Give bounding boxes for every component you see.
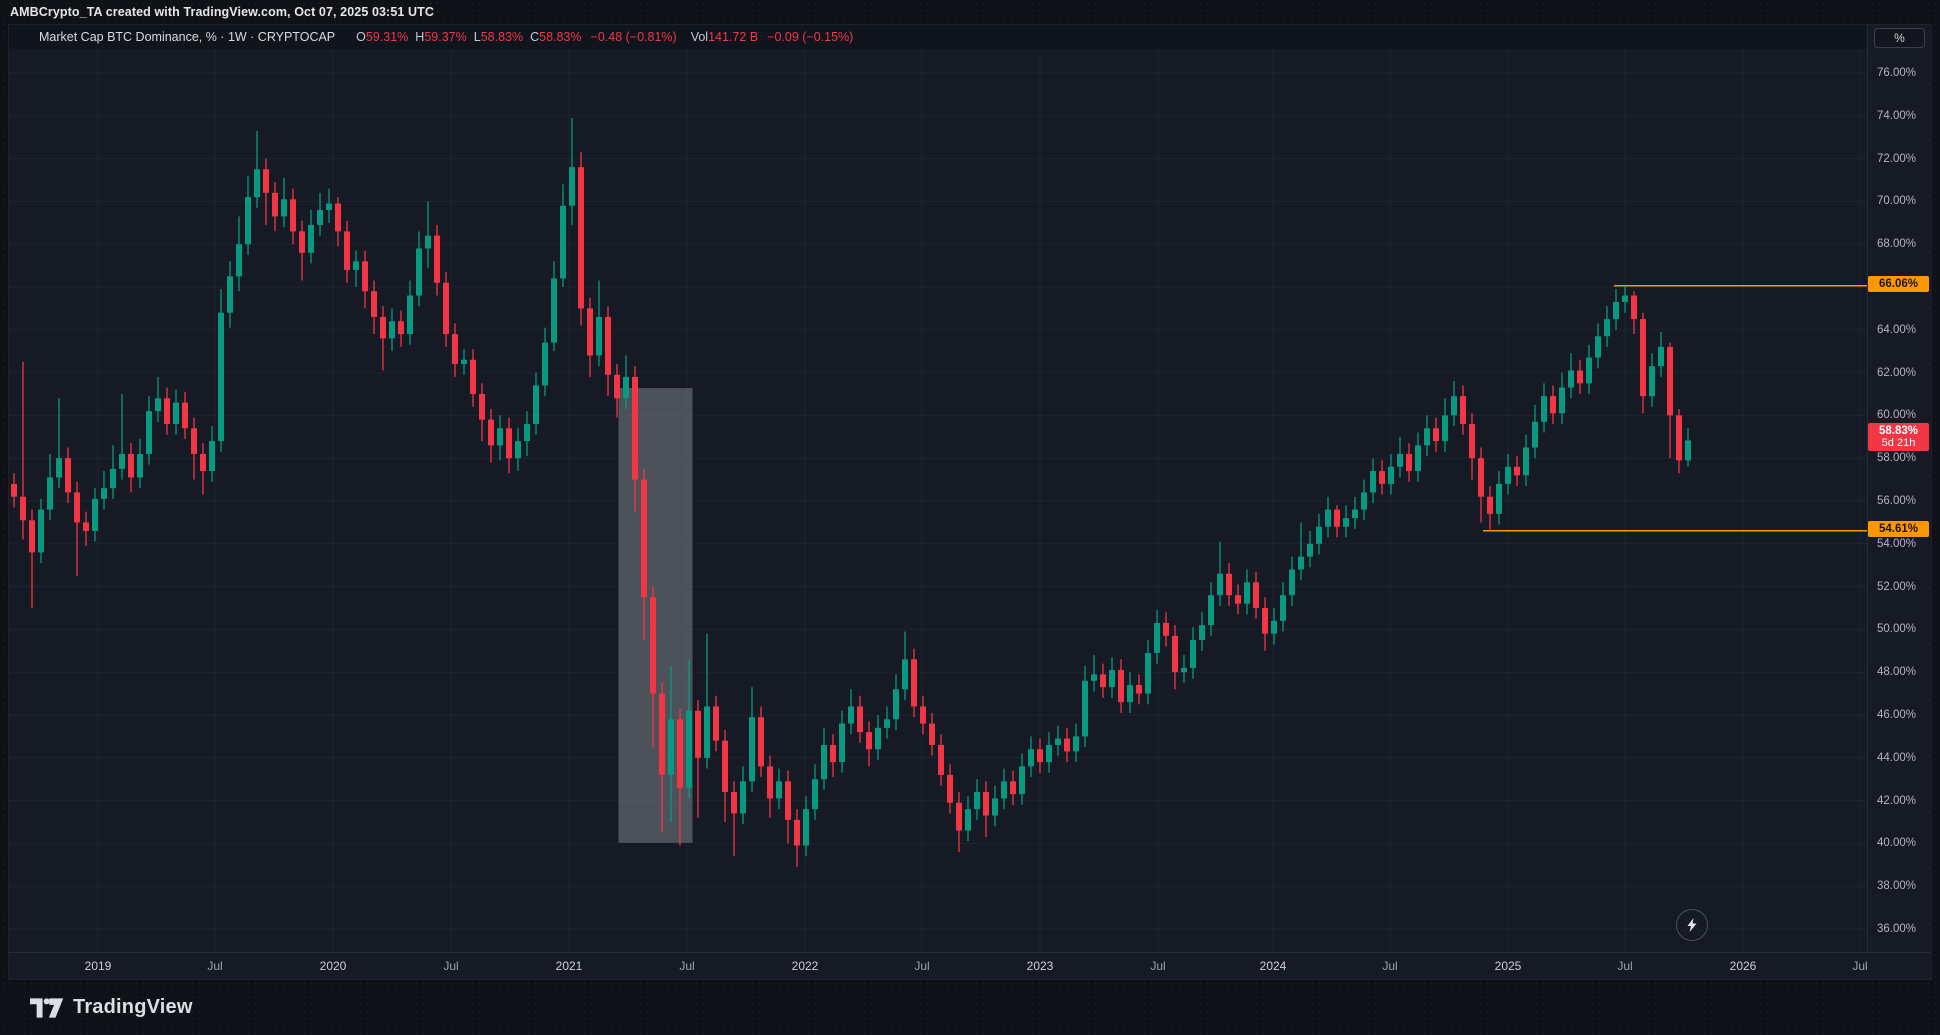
time-tick-Jul: Jul — [443, 959, 459, 973]
price-tick: 42.00% — [1877, 794, 1917, 807]
lightning-icon — [1687, 918, 1697, 932]
chart-pane[interactable]: Market Cap BTC Dominance, % · 1W · CRYPT… — [9, 25, 1867, 952]
price-tick: 72.00% — [1877, 152, 1917, 165]
time-tick-2023: 2023 — [1026, 959, 1054, 973]
high-label: H — [415, 30, 425, 44]
last-price-label: 58.83% 5d 21h — [1868, 423, 1929, 452]
time-tick-Jul: Jul — [679, 959, 695, 973]
price-tick: 36.00% — [1877, 923, 1917, 935]
low-value: 58.83% — [480, 30, 524, 44]
legend: Market Cap BTC Dominance, % · 1W · CRYPT… — [9, 25, 1867, 50]
price-tick: 54.00% — [1877, 537, 1917, 550]
price-scale[interactable]: % 76.00%74.00%72.00%70.00%68.00%66.00%64… — [1867, 25, 1931, 952]
time-tick-2026: 2026 — [1729, 959, 1757, 973]
time-tick-2025: 2025 — [1494, 959, 1522, 973]
price-tick: 68.00% — [1877, 238, 1917, 251]
price-tick: 50.00% — [1877, 623, 1917, 636]
price-tick: 76.00% — [1877, 67, 1917, 79]
chart-widget: Market Cap BTC Dominance, % · 1W · CRYPT… — [8, 24, 1932, 980]
time-scale[interactable]: 2019 Jul 2020 Jul 2021 Jul 2022 Jul 2023 Jul 2024 J… — [9, 952, 1931, 979]
price-tick: 52.00% — [1877, 580, 1917, 593]
time-tick-2022: 2022 — [791, 959, 819, 973]
price-tick: 62.00% — [1877, 366, 1917, 379]
volume-label: Vol — [690, 30, 709, 44]
time-tick-Jul: Jul — [1617, 959, 1633, 973]
level-price-label: 66.06% — [1868, 276, 1929, 293]
time-tick-Jul: Jul — [1150, 959, 1166, 973]
change-value: −0.48 (−0.81%) — [590, 30, 677, 44]
top-attribution-bar: AMBCrypto_TA created with TradingView.co… — [0, 0, 1940, 24]
close-label: C — [530, 30, 540, 44]
time-tick-2019: 2019 — [84, 959, 112, 973]
quick-trade-button[interactable] — [1676, 909, 1708, 941]
price-tick: 44.00% — [1877, 751, 1917, 764]
time-tick-Jul: Jul — [1852, 959, 1868, 973]
low-label: L — [473, 30, 481, 44]
open-label: O — [356, 30, 366, 44]
close-value: 58.83% — [539, 30, 582, 44]
time-tick-Jul: Jul — [1382, 959, 1398, 973]
time-tick-Jul: Jul — [207, 959, 223, 973]
price-tick: 38.00% — [1877, 880, 1917, 893]
price-tick: 70.00% — [1877, 195, 1917, 208]
volume-value: 141.72 B — [708, 30, 759, 44]
candlestick-chart[interactable] — [9, 25, 1867, 952]
high-value: 59.37% — [424, 30, 467, 44]
tradingview-logo[interactable]: TradingView — [30, 996, 193, 1019]
price-tick: 40.00% — [1877, 837, 1917, 850]
price-tick: 46.00% — [1877, 709, 1917, 721]
time-tick-2021: 2021 — [555, 959, 583, 973]
attribution-text: AMBCrypto_TA created with TradingView.co… — [10, 5, 434, 19]
tradingview-logo-icon — [30, 997, 64, 1018]
grid — [9, 25, 1867, 952]
price-tick: 74.00% — [1877, 109, 1917, 122]
time-tick-2024: 2024 — [1259, 959, 1287, 973]
price-tick: 48.00% — [1877, 666, 1917, 679]
time-tick-Jul: Jul — [914, 959, 930, 973]
price-unit-button[interactable]: % — [1874, 28, 1925, 48]
price-tick: 58.00% — [1877, 452, 1917, 465]
price-tick: 64.00% — [1877, 323, 1917, 336]
price-tick: 56.00% — [1877, 495, 1917, 507]
open-value: 59.31% — [365, 30, 409, 44]
level-price-label: 54.61% — [1868, 521, 1929, 538]
candles — [11, 117, 1691, 867]
price-tick: 60.00% — [1877, 409, 1917, 422]
footer-bar: TradingView — [0, 980, 1940, 1035]
volume-change: −0.09 (−0.15%) — [767, 30, 854, 44]
symbol-title[interactable]: Market Cap BTC Dominance, % · 1W · CRYPT… — [39, 30, 336, 44]
time-tick-2020: 2020 — [319, 959, 347, 973]
brand-name: TradingView — [73, 996, 193, 1018]
